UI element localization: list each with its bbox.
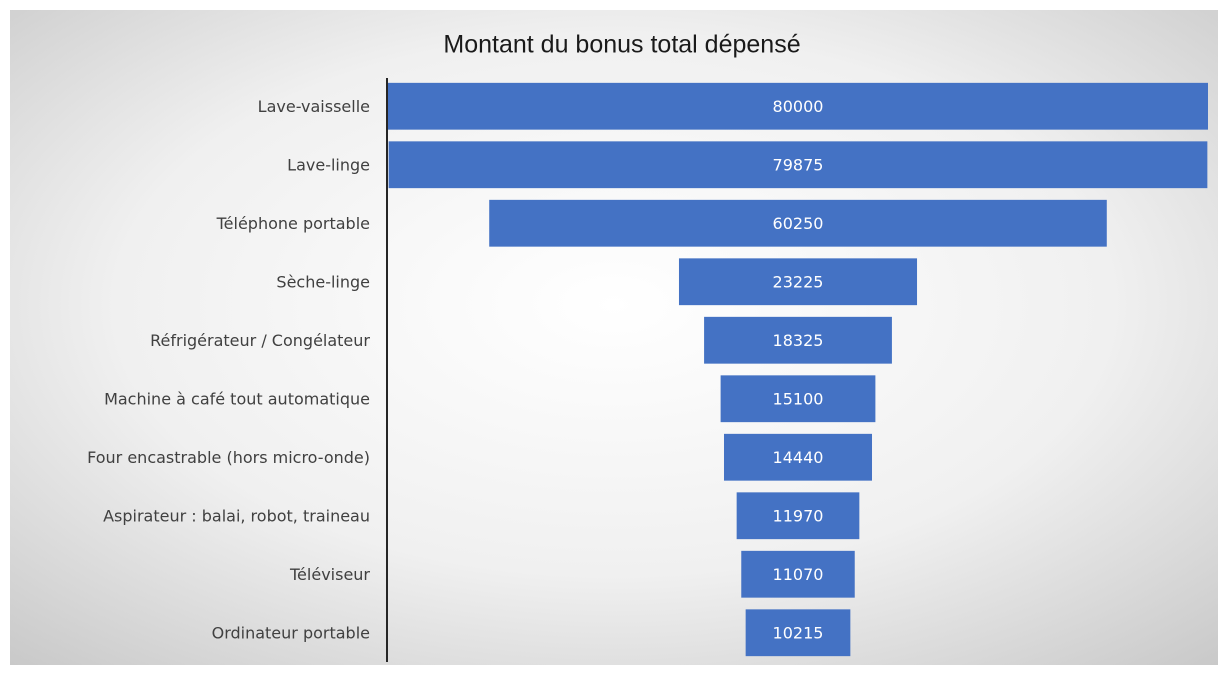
value-label: 11970 — [773, 506, 824, 525]
bar — [745, 609, 851, 657]
value-label: 80000 — [773, 97, 824, 116]
category-label: Four encastrable (hors micro-onde) — [87, 448, 370, 467]
category-label: Sèche-linge — [276, 272, 370, 291]
bar — [678, 258, 918, 306]
bar — [388, 82, 1208, 130]
value-label: 60250 — [773, 214, 824, 233]
value-label: 23225 — [773, 272, 824, 291]
bar — [704, 316, 892, 364]
value-label: 18325 — [773, 331, 824, 350]
value-label: 10215 — [773, 623, 824, 642]
bar — [489, 199, 1107, 247]
category-label: Lave-vaisselle — [258, 97, 370, 116]
bar — [388, 141, 1208, 189]
chart-title: Montant du bonus total dépensé — [443, 31, 800, 59]
bar — [736, 492, 860, 540]
category-label: Téléphone portable — [216, 214, 370, 233]
value-label: 79875 — [773, 155, 824, 174]
bar — [723, 433, 873, 481]
category-label: Aspirateur : balai, robot, traineau — [103, 506, 370, 525]
bar — [720, 375, 876, 423]
category-label: Machine à café tout automatique — [104, 389, 370, 408]
value-label: 11070 — [773, 565, 824, 584]
bar — [741, 550, 855, 598]
value-label: 14440 — [773, 448, 824, 467]
category-label: Lave-linge — [287, 155, 370, 174]
category-label: Ordinateur portable — [212, 623, 370, 642]
category-label: Téléviseur — [289, 565, 370, 584]
category-label: Réfrigérateur / Congélateur — [150, 331, 370, 350]
value-label: 15100 — [773, 389, 824, 408]
